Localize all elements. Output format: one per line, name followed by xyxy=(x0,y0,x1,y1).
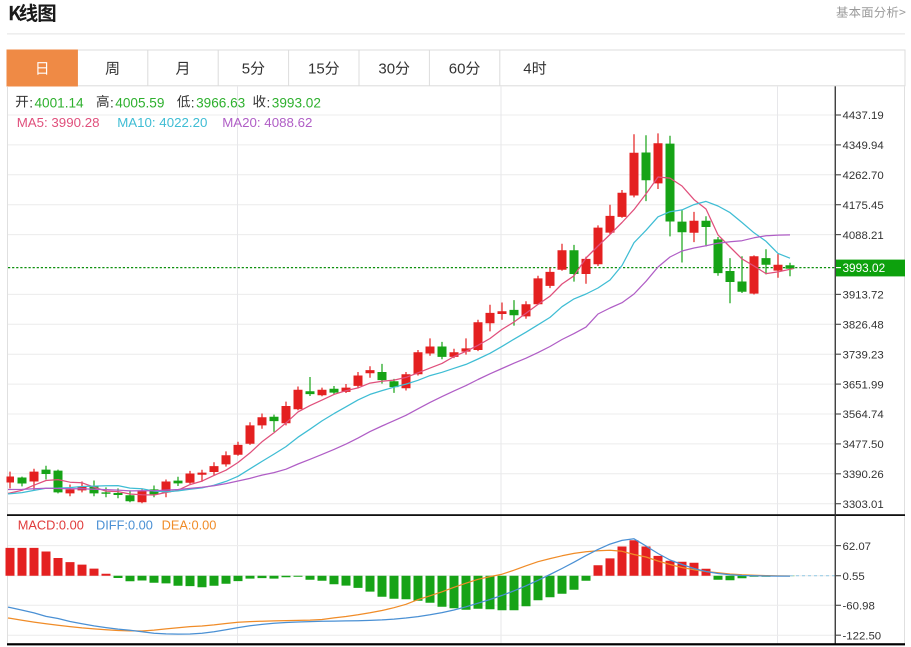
svg-text:3826.48: 3826.48 xyxy=(843,320,884,332)
svg-text:MA10: 4022.20: MA10: 4022.20 xyxy=(117,115,207,130)
svg-text:-122.50: -122.50 xyxy=(843,630,882,642)
svg-text:3564.74: 3564.74 xyxy=(843,409,884,421)
svg-text:60: 60 xyxy=(449,61,466,78)
svg-text:4175.45: 4175.45 xyxy=(843,200,884,212)
svg-text:3390.26: 3390.26 xyxy=(843,469,884,481)
svg-text::3966.63: :3966.63 xyxy=(191,96,245,111)
svg-text::4001.14: :4001.14 xyxy=(29,96,84,111)
svg-text:15: 15 xyxy=(308,61,325,78)
svg-text:3993.02: 3993.02 xyxy=(843,261,886,275)
svg-text:DIFF:0.00: DIFF:0.00 xyxy=(96,518,153,533)
svg-text:4437.19: 4437.19 xyxy=(843,110,884,122)
svg-text:3913.72: 3913.72 xyxy=(843,290,884,302)
svg-text:3303.01: 3303.01 xyxy=(843,499,884,511)
svg-text:MACD:0.00: MACD:0.00 xyxy=(18,518,84,533)
svg-text:62.07: 62.07 xyxy=(843,541,872,553)
svg-text:-60.98: -60.98 xyxy=(843,601,875,613)
svg-text:3477.50: 3477.50 xyxy=(843,439,884,451)
svg-text:4088.21: 4088.21 xyxy=(843,230,884,242)
svg-text:0.55: 0.55 xyxy=(843,571,865,583)
svg-text:DEA:0.00: DEA:0.00 xyxy=(162,518,217,533)
svg-text:5: 5 xyxy=(242,61,250,78)
svg-text:MA20: 4088.62: MA20: 4088.62 xyxy=(222,115,312,130)
svg-text:30: 30 xyxy=(378,61,395,78)
svg-text::4005.59: :4005.59 xyxy=(110,96,164,111)
svg-text::3993.02: :3993.02 xyxy=(267,96,321,111)
svg-text:4262.70: 4262.70 xyxy=(843,170,884,182)
svg-text:MA5: 3990.28: MA5: 3990.28 xyxy=(17,115,100,130)
svg-text:4: 4 xyxy=(523,61,531,78)
svg-text:4349.94: 4349.94 xyxy=(843,140,884,152)
svg-text:3651.99: 3651.99 xyxy=(843,379,884,391)
svg-text:3739.23: 3739.23 xyxy=(843,349,884,361)
